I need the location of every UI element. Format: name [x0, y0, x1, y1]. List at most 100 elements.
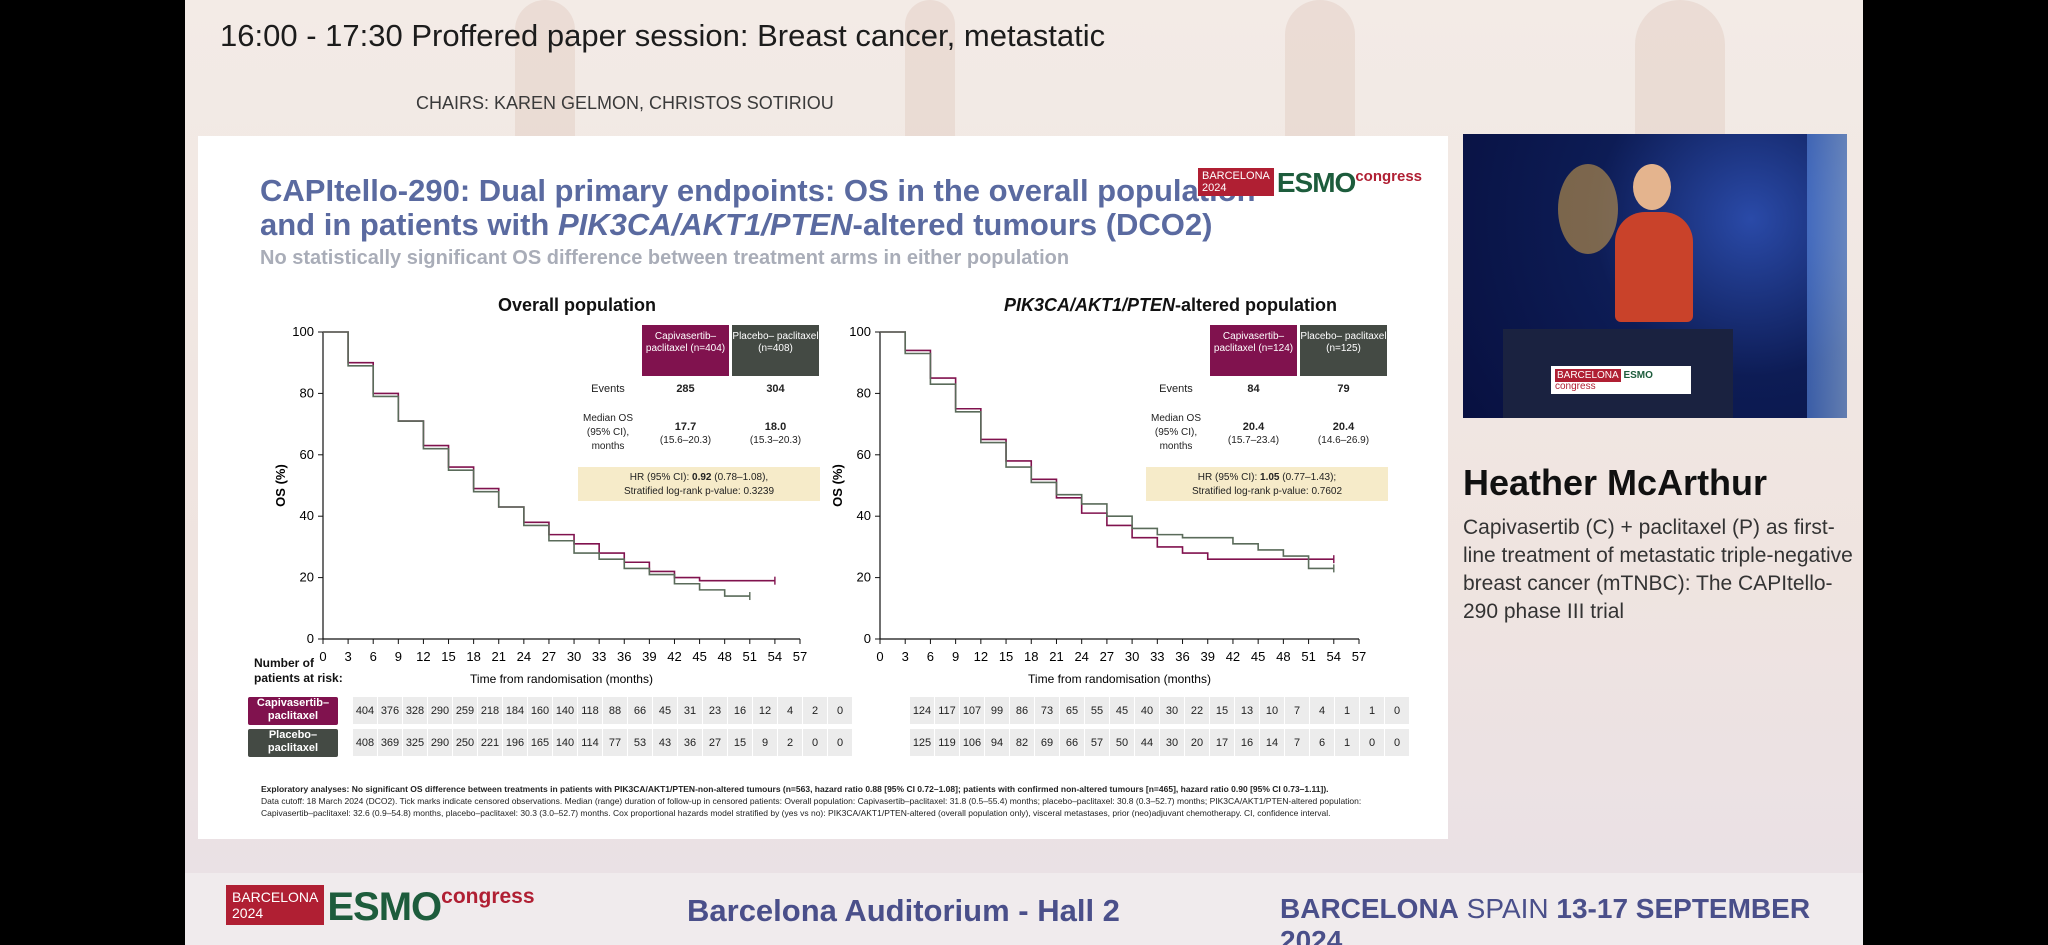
y-tick-label: 20: [857, 570, 871, 585]
risk-cell: 259: [453, 697, 477, 724]
risk-cell: 27: [703, 729, 727, 756]
session-chairs: CHAIRS: KAREN GELMON, CHRISTOS SOTIRIOU: [416, 93, 834, 113]
y-tick-label: 0: [307, 631, 314, 646]
risk-cell: 73: [1035, 697, 1059, 724]
risk-cell: 44: [1135, 729, 1159, 756]
risk-label-placebo: Placebo– paclitaxel: [248, 729, 338, 757]
podium-logo: BARCELONA ESMO congress: [1551, 366, 1691, 394]
risk-cell: 53: [628, 729, 652, 756]
median-cap: 20.4: [1242, 421, 1265, 433]
risk-cell: 23: [703, 697, 727, 724]
risk-cell: 2: [778, 729, 802, 756]
y-tick-label: 20: [300, 570, 314, 585]
risk-cell: 16: [728, 697, 752, 724]
median-pla: 18.0: [764, 421, 787, 433]
x-tick-label: 54: [1327, 649, 1341, 664]
y-axis-label: OS (%): [273, 464, 288, 507]
median-pla-ci: (15.3–20.3): [749, 435, 802, 446]
risk-cell: 160: [528, 697, 552, 724]
x-tick-label: 0: [319, 649, 326, 664]
km-curve-capivasertib: [880, 331, 1334, 560]
esmo-wordmark: ESMO: [1276, 167, 1356, 198]
risk-cell: 1: [1335, 729, 1359, 756]
risk-cell: 165: [528, 729, 552, 756]
risk-cell: 30: [1160, 729, 1184, 756]
x-axis-label: Time from randomisation (months): [470, 672, 653, 686]
risk-cell: 69: [1035, 729, 1059, 756]
risk-cell: 50: [1110, 729, 1134, 756]
risk-cell: 99: [985, 697, 1009, 724]
x-tick-label: 30: [1125, 649, 1139, 664]
y-tick-label: 80: [300, 385, 314, 400]
table-head-capivasertib: Capivasertib– paclitaxel (n=404): [642, 325, 729, 376]
x-tick-label: 33: [592, 649, 606, 664]
risk-cell: 17: [1210, 729, 1234, 756]
risk-cell: 221: [478, 729, 502, 756]
risk-cell: 88: [603, 697, 627, 724]
risk-cell: 16: [1235, 729, 1259, 756]
esmo-wordmark: ESMO: [327, 885, 442, 929]
stream-frame: 16:00 - 17:30 Proffered paper session: B…: [185, 0, 1863, 945]
y-tick-label: 0: [864, 631, 871, 646]
risk-cell: 13: [1235, 697, 1259, 724]
stage-light: [1807, 134, 1847, 418]
risk-cell: 20: [1185, 729, 1209, 756]
y-tick-label: 60: [300, 447, 314, 462]
session-title: 16:00 - 17:30 Proffered paper session: B…: [220, 18, 1106, 53]
x-tick-label: 42: [1226, 649, 1240, 664]
y-tick-label: 100: [849, 324, 871, 339]
risk-cell: 4: [1310, 697, 1334, 724]
median-label: Median OS (95% CI), months: [582, 413, 634, 452]
x-tick-label: 6: [370, 649, 377, 664]
y-tick-label: 100: [292, 324, 314, 339]
risk-cell: 119: [935, 729, 959, 756]
x-tick-label: 36: [1175, 649, 1189, 664]
risk-cell: 4: [778, 697, 802, 724]
risk-cell: 290: [428, 697, 452, 724]
events-label: Events: [1159, 383, 1193, 395]
median-pla-ci: (14.6–26.9): [1317, 435, 1370, 446]
background-light: [1558, 164, 1618, 254]
risk-cell: 290: [428, 729, 452, 756]
risk-cell: 55: [1085, 697, 1109, 724]
table-head-placebo: Placebo– paclitaxel (n=125): [1300, 325, 1387, 376]
esmo-congress: congress: [441, 885, 535, 908]
risk-cell: 107: [960, 697, 984, 724]
events-pla: 304: [766, 383, 785, 395]
risk-cell: 15: [728, 729, 752, 756]
footnote-1: Exploratory analyses: No significant OS …: [261, 784, 1329, 794]
presentation-slide: CAPItello-290: Dual primary endpoints: O…: [198, 136, 1448, 839]
x-tick-label: 21: [1049, 649, 1063, 664]
table-head-capivasertib: Capivasertib– paclitaxel (n=124): [1210, 325, 1297, 376]
chart-title-overall: Overall population: [498, 295, 657, 315]
risk-row-altered-pla: 125 119 106 94 82 69 66 57 50 44 30 20 17 16 14 7 6 1 0 0: [910, 729, 1410, 756]
x-tick-label: 48: [717, 649, 731, 664]
risk-cell: 196: [503, 729, 527, 756]
risk-cell: 77: [603, 729, 627, 756]
x-tick-label: 54: [768, 649, 782, 664]
x-tick-label: 30: [567, 649, 581, 664]
risk-cell: 40: [1135, 697, 1159, 724]
x-tick-label: 27: [542, 649, 556, 664]
footer-esmo-logo: BARCELONA 2024 ESMO congress: [226, 885, 535, 929]
risk-cell: 45: [1110, 697, 1134, 724]
km-curve-placebo: [880, 331, 1334, 570]
km-curve-placebo: [323, 331, 750, 597]
risk-cell: 7: [1285, 697, 1309, 724]
esmo-badge: BARCELONA 2024: [1198, 168, 1274, 196]
y-tick-label: 60: [857, 447, 871, 462]
slide-subtitle: No statistically significant OS differen…: [260, 247, 1070, 269]
risk-cell: 45: [653, 697, 677, 724]
risk-cell: 94: [985, 729, 1009, 756]
events-pla: 79: [1337, 383, 1350, 395]
footnote-2: Data cutoff: 18 March 2024 (DCO2). Tick …: [261, 796, 1362, 806]
risk-cell: 0: [803, 729, 827, 756]
esmo-badge: BARCELONA 2024: [226, 885, 325, 925]
events-cap: 285: [676, 383, 695, 395]
background-building: [905, 0, 955, 160]
risk-cell: 328: [403, 697, 427, 724]
speaker-video: BARCELONA ESMO congress: [1463, 134, 1847, 418]
chart-title-altered: PIK3CA/AKT1/PTEN-altered population: [1004, 295, 1338, 315]
y-axis-label: OS (%): [830, 464, 845, 507]
